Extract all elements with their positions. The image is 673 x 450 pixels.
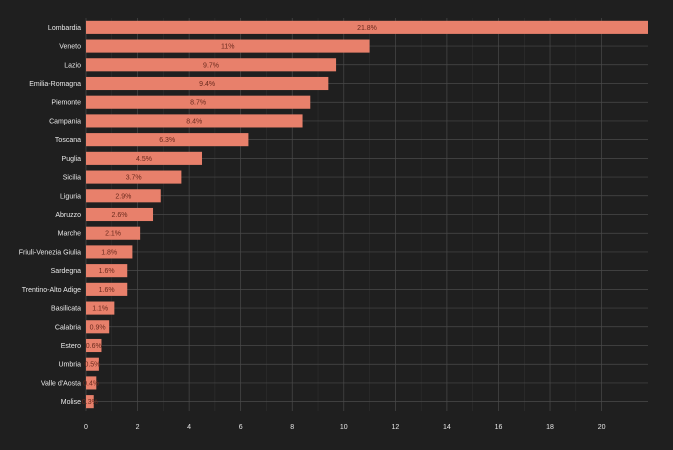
bars [86,20,648,409]
data-label: 4.5% [136,156,152,163]
x-tick-label: 16 [495,424,503,431]
category-label: Lombardia [48,25,81,32]
data-label: 0.9% [90,324,106,331]
x-axis-ticks: 0 2 4 6 8 10 12 14 16 18 20 [84,424,606,431]
category-label: Valle d'Aosta [41,380,81,387]
category-label: Estero [61,343,81,350]
x-tick-label: 4 [187,424,191,431]
x-tick-label: 18 [546,424,554,431]
data-label: 2.1% [105,231,121,238]
data-label: 9.7% [203,62,219,69]
data-label: 0.4% [83,380,99,387]
category-label: Lazio [64,62,81,69]
data-label: 8.7% [190,100,206,107]
bar [86,76,329,91]
bar [86,133,249,147]
category-label: Puglia [62,156,82,163]
bar [86,282,128,296]
data-label: 0.6% [86,343,102,350]
data-labels: 21.8% 11% 9.7% 9.4% 8.7% 8.4% 6.3% 4.5% 3.7% 2.9%… [82,25,377,406]
bar [86,376,97,390]
category-label: Emilia-Romagna [29,81,81,88]
data-label: 0.5% [84,362,100,369]
category-label: Marche [58,231,81,238]
x-tick-label: 0 [84,424,88,431]
category-label: Calabria [55,324,81,331]
category-label: Trentino-Alto Adige [22,287,81,294]
bar [86,226,141,240]
bar [86,189,161,203]
category-labels: Lombardia Veneto Lazio Emilia-Romagna Piemon… [19,25,81,406]
x-tick-label: 6 [239,424,243,431]
bar [86,338,102,353]
category-label: Toscana [55,137,81,144]
category-label: Umbria [58,362,81,369]
bar [86,58,337,72]
data-label: 21.8% [357,25,377,32]
data-label: 8.4% [186,118,202,125]
bar [86,301,115,315]
category-label: Molise [61,399,81,406]
category-label: Liguria [60,193,81,200]
category-label: Piemonte [51,100,81,107]
x-tick-label: 12 [391,424,399,431]
bar [86,170,182,184]
data-label: 1.6% [99,287,115,294]
bar [86,39,370,53]
data-label: 2.9% [115,193,131,200]
category-label: Sardegna [51,268,81,275]
data-label: 9.4% [199,81,215,88]
bar [86,395,94,409]
data-label: 6.3% [159,137,175,144]
data-label: 0.3% [82,399,98,406]
category-label: Basilicata [51,306,81,313]
bar [86,20,648,34]
data-label: 2.6% [112,212,128,219]
x-tick-label: 14 [443,424,451,431]
bar [86,357,99,371]
bar [86,245,133,259]
x-tick-label: 20 [598,424,606,431]
bar [86,114,303,128]
bar [86,151,203,165]
x-tick-label: 10 [340,424,348,431]
data-label: 1.1% [92,306,108,313]
bar [86,264,128,278]
category-label: Veneto [59,44,81,51]
bar [86,320,110,334]
bar [86,95,311,109]
category-label: Campania [49,118,81,125]
x-tick-label: 2 [136,424,140,431]
x-tick-label: 8 [290,424,294,431]
category-label: Abruzzo [55,212,81,219]
category-label: Sicilia [63,175,81,182]
data-label: 1.8% [101,249,117,256]
data-label: 11% [221,44,235,51]
data-label: 3.7% [126,175,142,182]
data-label: 1.6% [99,268,115,275]
bar [86,207,154,222]
category-label: Friuli-Venezia Giulia [19,249,81,256]
